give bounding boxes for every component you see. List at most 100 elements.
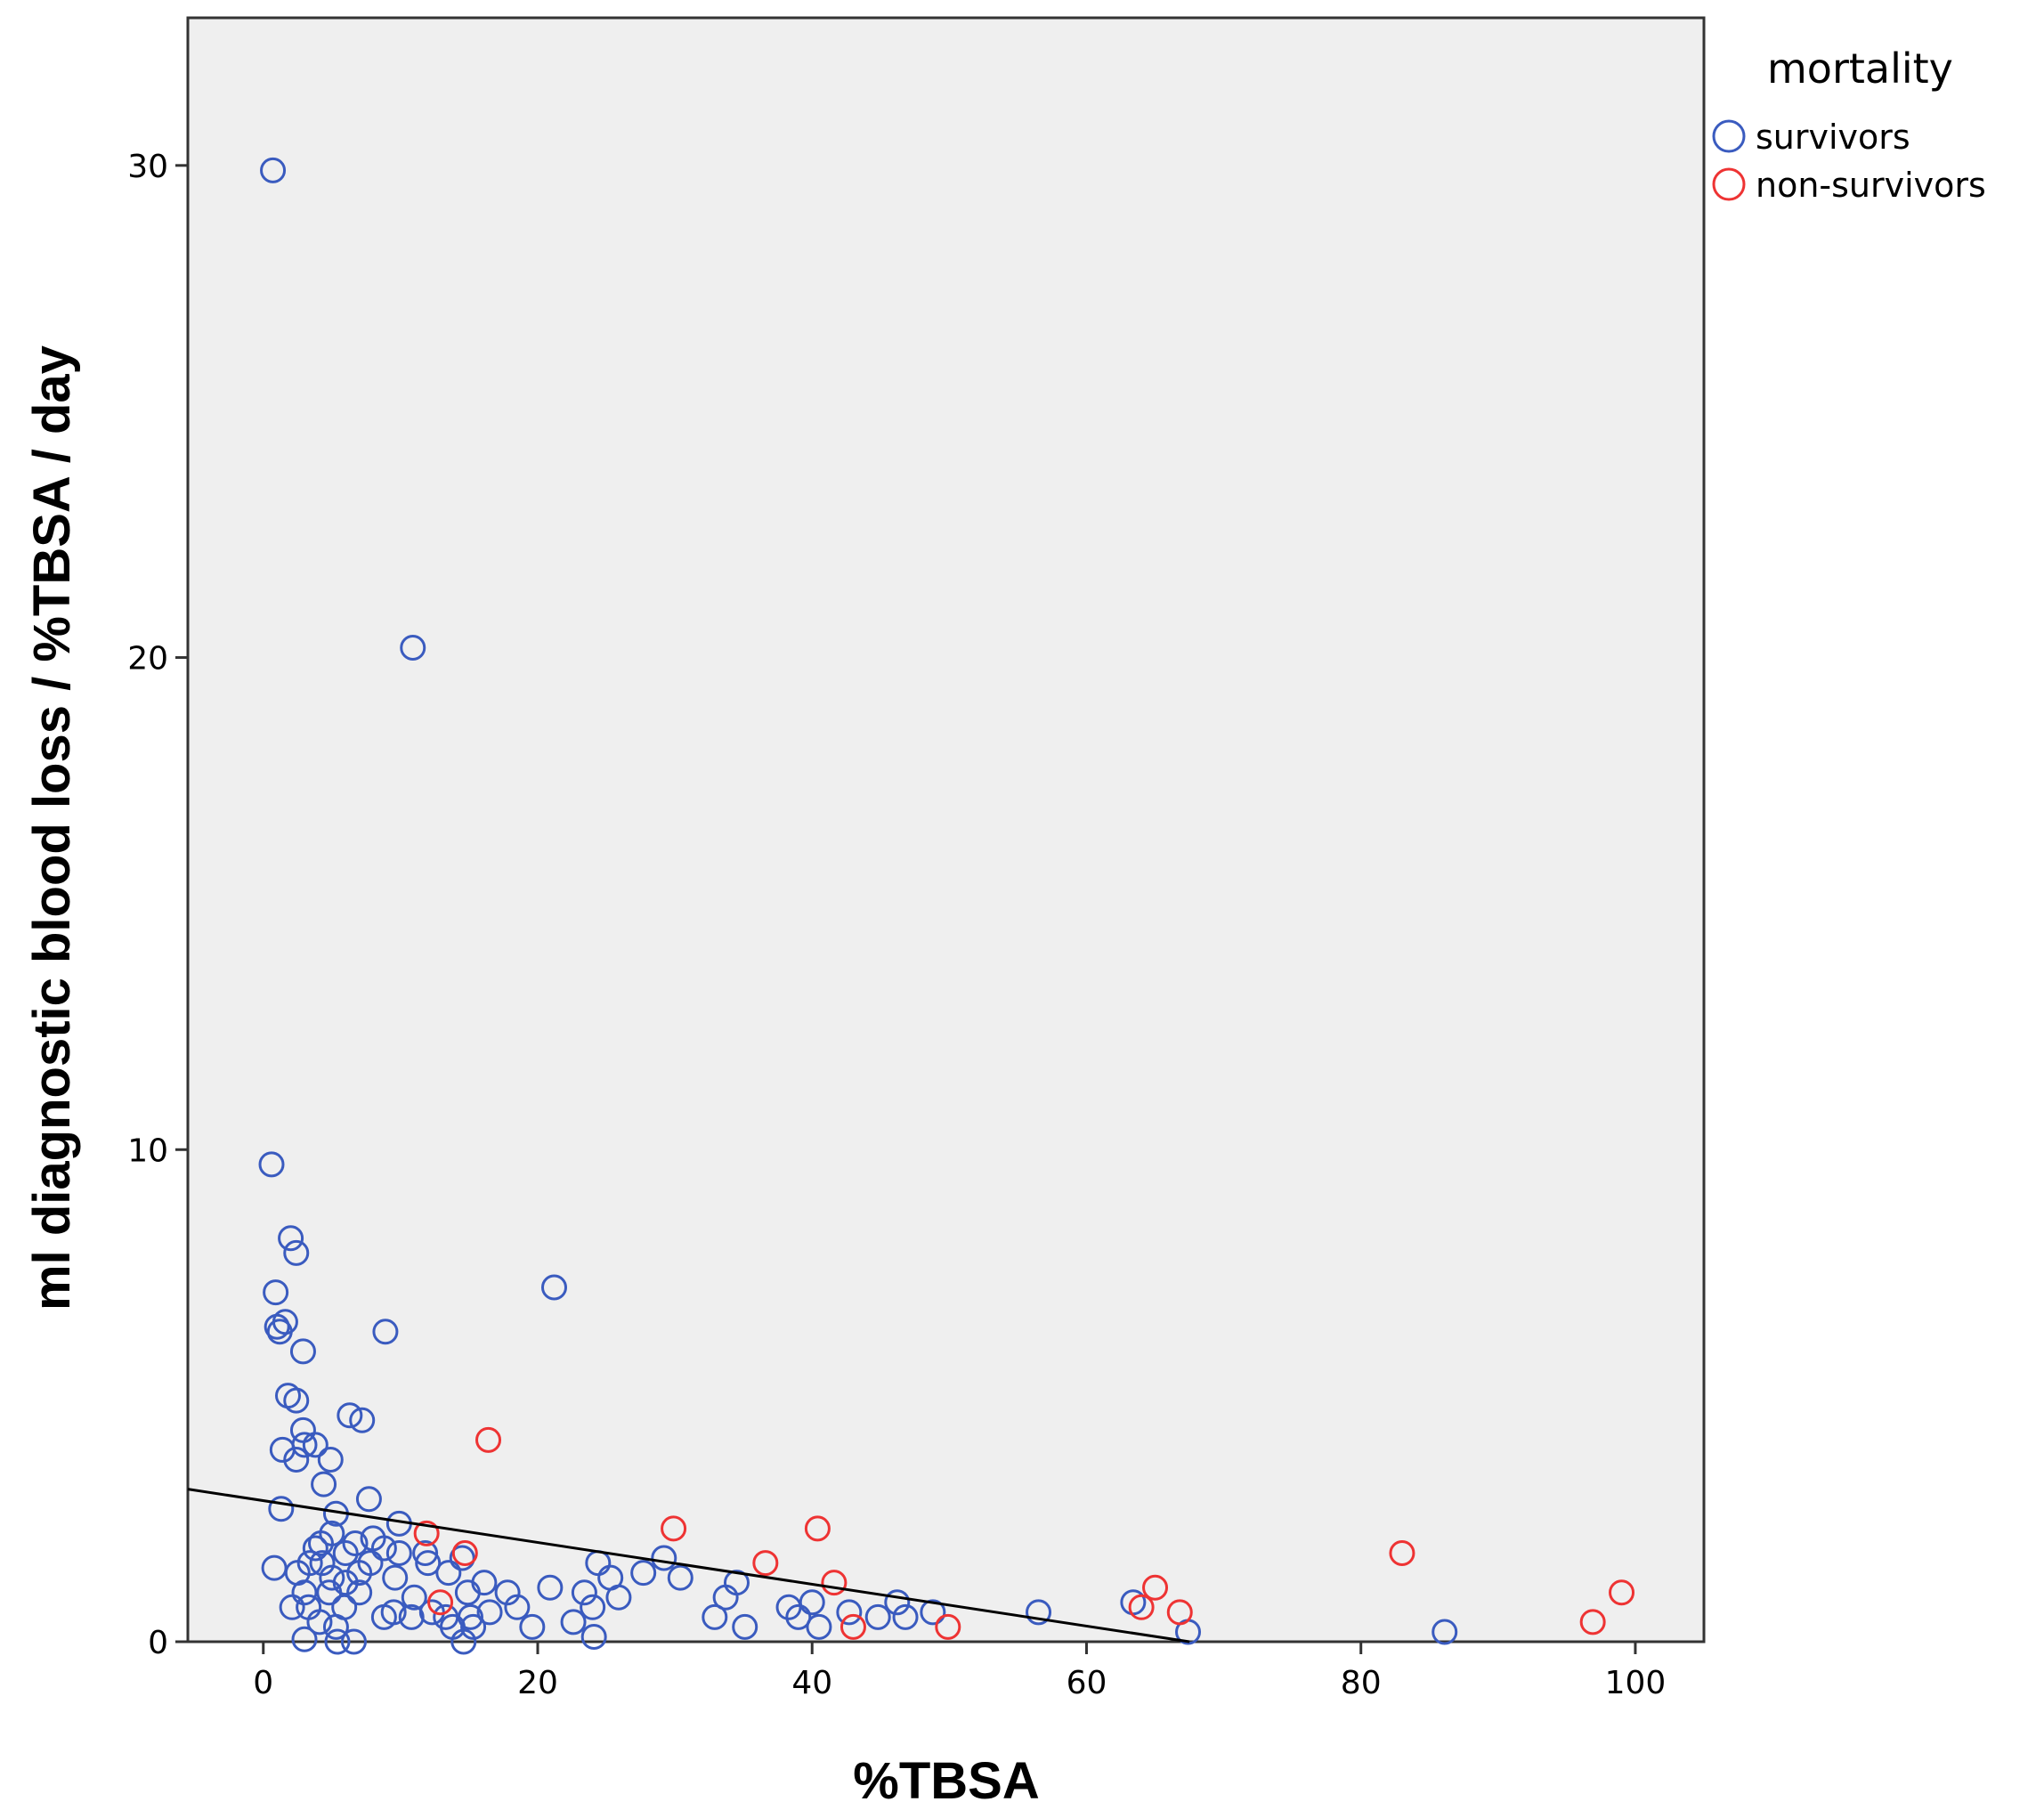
point-survivors <box>302 1535 328 1562</box>
point-survivors <box>785 1603 812 1630</box>
point-survivors <box>892 1603 919 1630</box>
x-axis-ticks: 0 20 40 60 80 100 <box>253 1642 1666 1701</box>
point-non-survivors <box>1579 1609 1606 1635</box>
point-non-survivors <box>661 1515 687 1542</box>
plot-area <box>186 16 1706 1644</box>
point-survivors <box>372 1319 399 1345</box>
legend: mortality survivors non-survivors <box>1712 45 1986 205</box>
point-survivors <box>460 1613 487 1640</box>
point-survivors <box>302 1432 328 1458</box>
point-survivors <box>342 1530 369 1556</box>
point-survivors <box>540 1274 567 1301</box>
point-survivors <box>324 1628 351 1655</box>
point-survivors <box>415 1550 442 1577</box>
data-points <box>258 157 1635 1655</box>
point-survivors <box>317 1446 344 1473</box>
y-tick-label: 30 <box>127 149 168 185</box>
point-non-survivors <box>804 1515 831 1542</box>
point-survivors <box>316 1579 343 1606</box>
point-survivors <box>630 1560 657 1587</box>
point-survivors <box>337 1402 363 1429</box>
point-survivors <box>571 1579 597 1606</box>
point-survivors <box>605 1584 632 1611</box>
point-survivors <box>382 1564 409 1591</box>
legend-title: mortality <box>1767 45 1953 93</box>
point-survivors <box>702 1603 728 1630</box>
point-non-survivors <box>752 1550 779 1577</box>
point-non-survivors <box>427 1589 454 1616</box>
point-survivors <box>260 157 287 183</box>
point-survivors <box>346 1560 373 1587</box>
point-survivors <box>278 1225 304 1252</box>
x-tick-label: 100 <box>1605 1665 1667 1701</box>
point-survivors <box>494 1579 521 1606</box>
point-survivors <box>806 1613 832 1640</box>
x-tick-label: 0 <box>253 1665 273 1701</box>
point-survivors <box>864 1603 891 1630</box>
point-survivors <box>400 634 426 661</box>
y-axis-ticks: 0 10 20 30 <box>127 149 188 1661</box>
point-survivors <box>580 1594 606 1620</box>
point-survivors <box>435 1560 462 1587</box>
point-survivors <box>454 1579 481 1606</box>
point-non-survivors <box>451 1540 478 1567</box>
point-survivors <box>1432 1619 1458 1645</box>
x-axis-title: %TBSA <box>853 1752 1039 1810</box>
point-survivors <box>775 1594 802 1620</box>
point-survivors <box>920 1599 946 1626</box>
point-survivors <box>519 1613 546 1640</box>
point-survivors <box>385 1540 412 1567</box>
point-survivors <box>667 1564 694 1591</box>
point-survivors <box>651 1545 677 1571</box>
point-survivors <box>412 1540 439 1567</box>
point-survivors <box>322 1613 349 1640</box>
point-survivors <box>268 1496 295 1522</box>
point-survivors <box>560 1609 587 1635</box>
point-survivors <box>311 1471 337 1497</box>
point-survivors <box>884 1589 911 1616</box>
x-tick-label: 80 <box>1341 1665 1382 1701</box>
y-tick-label: 20 <box>127 641 168 678</box>
legend-marker-non-survivors <box>1712 167 1746 201</box>
legend-marker-survivors <box>1712 119 1746 153</box>
point-survivors <box>401 1584 427 1611</box>
point-survivors <box>266 1319 293 1345</box>
point-non-survivors <box>1609 1579 1635 1606</box>
point-survivors <box>283 1239 310 1266</box>
point-survivors <box>355 1486 382 1513</box>
point-survivors <box>732 1613 758 1640</box>
legend-label-survivors: survivors <box>1756 118 1910 157</box>
point-non-survivors <box>413 1520 440 1546</box>
point-survivors <box>450 1628 477 1655</box>
point-survivors <box>580 1623 607 1650</box>
point-non-survivors <box>1389 1540 1415 1567</box>
point-survivors <box>289 1338 316 1365</box>
point-survivors <box>349 1407 376 1433</box>
y-tick-label: 10 <box>127 1132 168 1169</box>
x-tick-label: 20 <box>517 1665 558 1701</box>
point-survivors <box>712 1584 739 1611</box>
point-survivors <box>449 1545 475 1571</box>
point-non-survivors <box>821 1570 848 1596</box>
x-tick-label: 40 <box>791 1665 832 1701</box>
point-non-survivors <box>1142 1574 1169 1601</box>
point-survivors <box>309 1550 336 1577</box>
point-survivors <box>279 1594 305 1620</box>
y-axis-title: ml diagnostic blood loss / %TBSA / day <box>23 345 81 1311</box>
point-survivors <box>307 1530 334 1556</box>
point-survivors <box>332 1540 359 1567</box>
point-non-survivors <box>1128 1594 1155 1620</box>
point-non-survivors <box>840 1613 866 1640</box>
point-survivors <box>263 1279 289 1306</box>
point-survivors <box>1026 1599 1052 1626</box>
x-tick-label: 60 <box>1067 1665 1107 1701</box>
fit-line <box>187 1488 1190 1644</box>
y-tick-label: 0 <box>148 1625 168 1661</box>
point-non-survivors <box>1166 1599 1193 1626</box>
point-survivors <box>283 1387 310 1414</box>
point-survivors <box>398 1603 425 1630</box>
point-survivors <box>291 1432 318 1458</box>
point-survivors <box>319 1564 345 1591</box>
point-non-survivors <box>935 1613 961 1640</box>
